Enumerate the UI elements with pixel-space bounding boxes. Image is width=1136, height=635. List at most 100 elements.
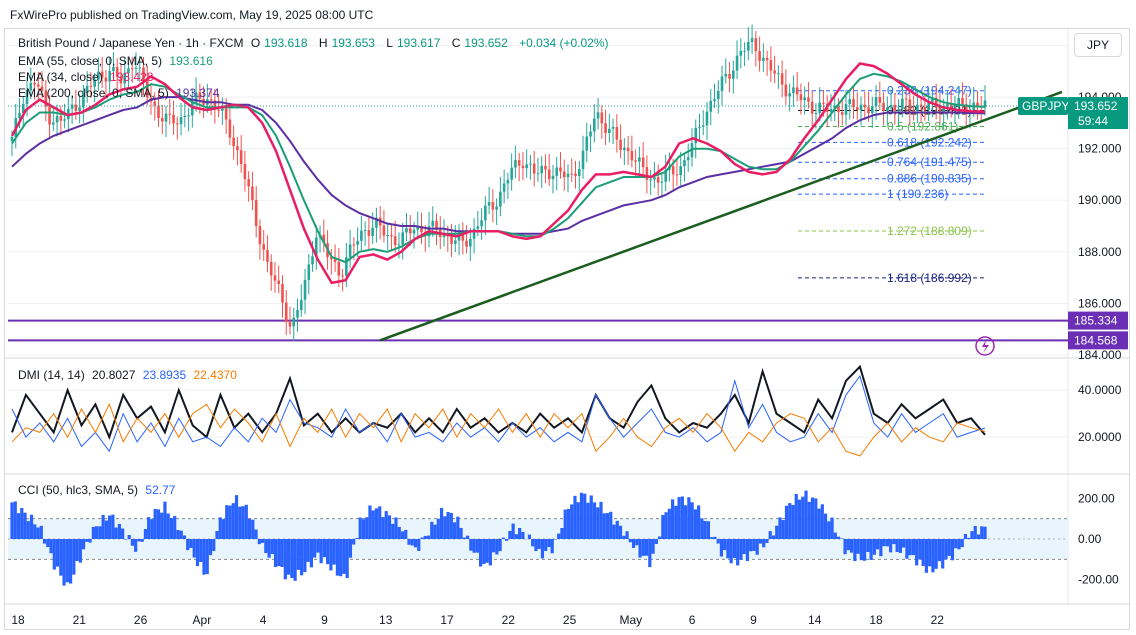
ema34-legend[interactable]: EMA (34, close) 193.428: [18, 70, 157, 84]
candle-body: [931, 97, 934, 102]
cci-bar: [339, 539, 343, 577]
cci-bar: [866, 539, 870, 552]
candle-body: [506, 179, 510, 184]
cci-bar: [505, 539, 509, 541]
countdown-label: 59:44: [1078, 114, 1108, 128]
cci-bar: [492, 539, 496, 553]
cci-bar: [173, 516, 177, 539]
candle-body: [840, 112, 844, 115]
cci-bar: [192, 539, 196, 558]
candle-body: [127, 68, 130, 73]
cci-bar: [654, 539, 658, 544]
cci-bar: [586, 502, 590, 539]
candle-body: [882, 102, 885, 112]
cci-bar: [534, 539, 538, 552]
candle-body: [765, 57, 769, 61]
candle-body: [333, 259, 337, 262]
cci-bar: [189, 539, 193, 548]
lightning-glyph: [982, 340, 989, 353]
cci-bar: [849, 539, 854, 553]
cci-bar: [973, 526, 977, 539]
cci-bar: [378, 506, 382, 539]
cci-bar: [23, 512, 27, 539]
candle-body: [502, 183, 506, 192]
candle-body: [25, 90, 29, 105]
h-value: 193.653: [331, 36, 375, 50]
fib-level-label: 1 (190.236): [887, 187, 948, 201]
cci-bar: [628, 539, 632, 543]
time-tick-label: 6: [689, 613, 696, 627]
cci-bar: [124, 539, 128, 540]
cci-bar: [205, 539, 209, 575]
cci-bar: [749, 539, 753, 552]
ema55-legend[interactable]: EMA (55, close, 0, SMA, 5) 193.616: [18, 54, 217, 68]
cci-bar: [407, 539, 411, 545]
ema200-legend[interactable]: EMA (200, close, 0, SMA, 5) 193.374: [18, 86, 223, 100]
candle-body: [74, 104, 78, 111]
cci-bar: [423, 535, 427, 539]
candle-body: [773, 70, 776, 74]
candle-body: [596, 112, 600, 119]
cci-bar: [687, 497, 691, 539]
cci-bar: [345, 539, 349, 579]
candle-body: [953, 105, 957, 109]
cci-bar: [963, 534, 968, 539]
candle-body: [363, 230, 367, 232]
cci-bar: [208, 539, 213, 556]
cci-bar: [270, 539, 274, 555]
support-price-tag: [1068, 311, 1128, 330]
cci-bar: [570, 504, 574, 539]
candle-body: [919, 104, 923, 108]
cci-bar: [937, 539, 942, 562]
cci-bar: [680, 496, 684, 539]
o-value: 193.618: [264, 36, 308, 50]
candle-body: [52, 122, 55, 125]
cci-bar: [615, 520, 619, 539]
candle-body: [164, 113, 168, 122]
cci-bar: [631, 539, 636, 548]
candle-body: [453, 240, 457, 244]
candle-body: [104, 77, 108, 82]
cci-bar: [820, 504, 824, 539]
cci-bar: [531, 539, 535, 547]
currency-button[interactable]: JPY: [1074, 33, 1122, 57]
cci-bar: [677, 497, 681, 539]
cci-bar: [46, 539, 50, 548]
ohlc-close: C 193.652: [452, 36, 512, 50]
price-change: +0.034 (+0.02%): [519, 36, 609, 50]
cci-bar: [566, 508, 571, 539]
cci-bar: [361, 519, 366, 539]
cci-bar: [596, 507, 600, 539]
candle-body: [408, 228, 412, 234]
cci-bar: [384, 511, 388, 539]
candle-body: [604, 123, 607, 134]
cci-bar: [762, 539, 766, 548]
cci-bar: [697, 505, 701, 539]
ema34-label: EMA (34, close): [18, 70, 103, 84]
cci-bar: [459, 527, 463, 539]
candle-body: [307, 264, 311, 280]
dmi-legend[interactable]: DMI (14, 14) 20.8027 23.8935 22.4370: [18, 368, 241, 382]
cci-bar: [348, 539, 353, 558]
candle-body: [254, 200, 258, 227]
candle-body: [731, 70, 735, 79]
ema55-line: [11, 72, 986, 264]
cci-bar: [967, 537, 971, 539]
cci-bar: [221, 519, 226, 539]
cci-bar: [352, 539, 356, 545]
candle-body: [912, 110, 915, 112]
candle-body: [187, 115, 190, 117]
candle-body: [412, 229, 416, 234]
cci-legend[interactable]: CCI (50, hlc3, SMA, 5) 52.77: [18, 483, 179, 497]
time-tick-label: 18: [11, 613, 25, 627]
candle-body: [589, 131, 592, 137]
candle-body: [258, 226, 262, 245]
time-tick-label: May: [620, 613, 643, 627]
candle-body: [559, 167, 562, 172]
candle-body: [236, 146, 239, 151]
cci-bar: [322, 539, 327, 558]
cci-bar: [62, 539, 66, 586]
candle-body: [476, 226, 480, 229]
ema34-line: [10, 62, 986, 285]
